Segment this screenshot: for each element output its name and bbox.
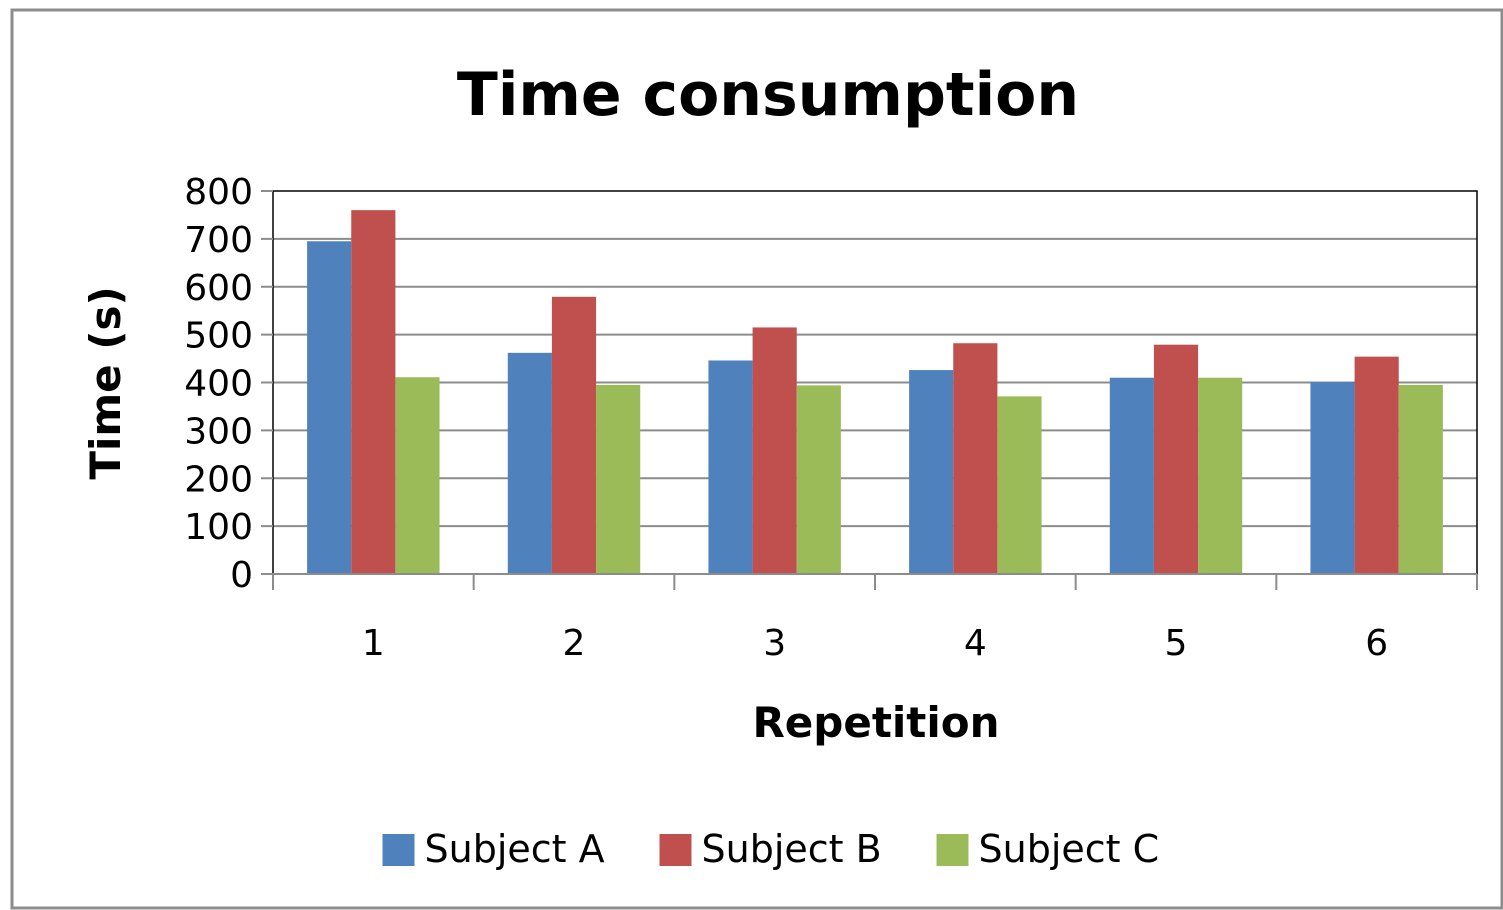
bar-subject-b-rep-5: [1153, 344, 1199, 574]
bar-subject-c-rep-6: [1398, 384, 1443, 574]
y-tick-label: 500: [184, 316, 253, 357]
gridlines: [273, 237, 1477, 528]
bar-subject-c-rep-2: [596, 384, 641, 574]
legend-swatch-subject-c: [936, 834, 969, 866]
bar-subject-b-rep-2: [551, 296, 597, 574]
bar-subject-a-rep-1: [307, 241, 352, 575]
y-tick-label: 300: [184, 411, 253, 452]
bar-subject-b-rep-3: [752, 327, 797, 574]
y-tick-label: 0: [230, 555, 253, 596]
bar-subject-b-rep-6: [1354, 356, 1399, 574]
bar-subject-c-rep-3: [796, 385, 841, 574]
x-tick-label: 2: [563, 623, 586, 664]
y-tick-label: 700: [184, 220, 253, 261]
y-tick-label: 400: [184, 364, 253, 405]
legend-label-subject-a: Subject A: [425, 827, 605, 871]
x-tick-label: 5: [1165, 623, 1188, 664]
bar-subject-c-rep-5: [1198, 377, 1243, 574]
legend-label-subject-b: Subject B: [702, 827, 882, 871]
x-tick-label: 6: [1365, 623, 1388, 664]
chart-title: Time consumption: [457, 60, 1079, 130]
y-axis-title: Time (s): [81, 286, 130, 479]
y-tick-label: 100: [184, 507, 253, 548]
bar-subject-c-rep-1: [395, 377, 440, 574]
y-tick-label: 600: [184, 268, 253, 309]
bar-subject-b-rep-1: [351, 210, 396, 574]
x-tick-label: 3: [763, 623, 786, 664]
bars: [307, 210, 1443, 575]
x-tick-label: 4: [964, 623, 987, 664]
y-tick-label: 200: [184, 459, 253, 500]
axes: [261, 190, 1478, 590]
bar-subject-a-rep-4: [909, 370, 954, 574]
bar-subject-a-rep-6: [1310, 382, 1355, 574]
legend: Subject A Subject B Subject C: [382, 827, 1160, 871]
bar-subject-b-rep-4: [953, 343, 998, 574]
x-tick-label: 1: [362, 623, 385, 664]
x-tick-labels: 1 2 3 4 5 6: [362, 623, 1388, 664]
legend-label-subject-c: Subject C: [979, 827, 1160, 871]
legend-swatch-subject-b: [659, 834, 692, 866]
bar-subject-a-rep-3: [708, 360, 753, 574]
bar-subject-c-rep-4: [997, 396, 1042, 574]
bar-subject-a-rep-5: [1109, 377, 1154, 574]
y-tick-labels: 0 100 200 300 400 500 600 700 800: [184, 172, 253, 596]
x-axis-title: Repetition: [752, 698, 999, 747]
y-tick-label: 800: [184, 172, 253, 213]
bar-subject-a-rep-2: [507, 352, 552, 574]
legend-swatch-subject-a: [382, 834, 415, 866]
